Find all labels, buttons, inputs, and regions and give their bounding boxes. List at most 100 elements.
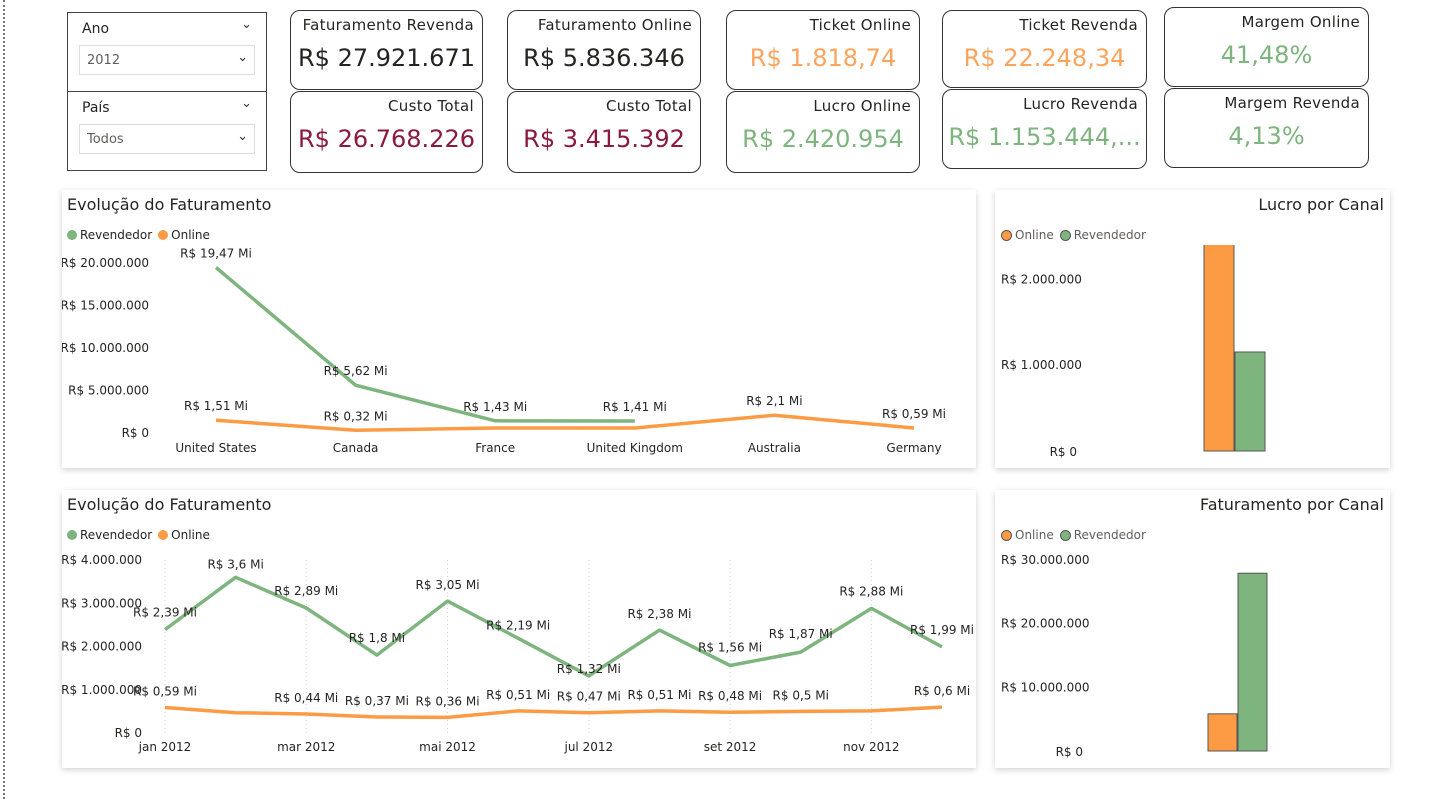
data-label: R$ 0,47 Mi <box>557 690 621 704</box>
chevron-down-icon[interactable]: ⌄ <box>241 17 252 32</box>
bar-revendedor[interactable] <box>1234 351 1266 452</box>
series-line-revendedor[interactable] <box>163 575 943 678</box>
data-label: R$ 1,8 Mi <box>349 631 405 645</box>
card-lucro-revenda: Lucro Revenda R$ 1.153.444,... <box>942 89 1147 169</box>
data-label: R$ 0,44 Mi <box>274 691 338 705</box>
data-label: R$ 2,19 Mi <box>486 618 550 632</box>
card-label: Lucro Revenda <box>1023 95 1138 113</box>
y-tick-label: R$ 4.000.000 <box>62 553 142 567</box>
legend-item-online[interactable]: Online <box>1001 228 1054 242</box>
card-margem-revenda: Margem Revenda 4,13% <box>1164 88 1369 168</box>
slicer-pais-dropdown[interactable]: Todos ⌄ <box>79 124 255 154</box>
x-tick-label: Australia <box>748 441 801 455</box>
series-line-online[interactable] <box>215 413 915 433</box>
y-tick-label: R$ 2.000.000 <box>1001 272 1082 286</box>
data-label: R$ 1,51 Mi <box>184 399 248 413</box>
x-tick-label: nov 2012 <box>843 740 899 754</box>
bar-chart-faturamento-canal[interactable]: R$ 0 R$ 10.000.000 R$ 20.000.000 R$ 30.000.… <box>995 545 1390 768</box>
bar-chart-lucro-canal[interactable]: R$ 0 R$ 1.000.000 R$ 2.000.000 <box>995 245 1390 468</box>
y-tick-label: R$ 20.000.000 <box>62 256 149 270</box>
bar-online[interactable] <box>1203 245 1235 452</box>
legend-faturamento-canal: Online Revendedor <box>1001 528 1152 542</box>
y-tick-label: R$ 0 <box>115 726 142 740</box>
chart-title-faturamento-canal: Faturamento por Canal <box>1199 495 1384 514</box>
chevron-down-icon[interactable]: ⌄ <box>241 96 252 111</box>
x-tick-label: mai 2012 <box>419 740 476 754</box>
series-line-online[interactable] <box>164 705 943 720</box>
data-label: R$ 2,89 Mi <box>274 584 338 598</box>
data-label: R$ 3,6 Mi <box>207 557 263 571</box>
data-label: R$ 1,87 Mi <box>769 627 833 641</box>
card-custo-total-revenda: Custo Total R$ 26.768.226 <box>290 91 483 173</box>
chart-title-lucro-canal: Lucro por Canal <box>1258 195 1384 214</box>
card-value: R$ 1.153.444,... <box>948 123 1141 151</box>
card-value: 41,48% <box>1220 41 1313 69</box>
x-tick-label: United Kingdom <box>587 441 683 455</box>
slicer-ano-dropdown[interactable]: 2012 ⌄ <box>79 45 255 75</box>
card-custo-total-online: Custo Total R$ 3.415.392 <box>507 91 701 173</box>
card-value: 4,13% <box>1228 122 1305 150</box>
legend-item-online[interactable]: Online <box>1001 528 1054 542</box>
card-value: R$ 2.420.954 <box>742 125 904 153</box>
x-tick-label: France <box>475 441 515 455</box>
y-tick-label: R$ 15.000.000 <box>62 299 149 313</box>
data-label: R$ 2,38 Mi <box>627 607 691 621</box>
y-tick-label: R$ 10.000.000 <box>62 341 149 355</box>
chart-title-evolucao-mes: Evolução do Faturamento <box>67 495 272 514</box>
card-lucro-online: Lucro Online R$ 2.420.954 <box>726 91 920 173</box>
chevron-down-icon[interactable]: ⌄ <box>237 129 248 144</box>
data-label: R$ 0,59 Mi <box>882 407 946 421</box>
x-tick-label: jan 2012 <box>138 740 192 754</box>
bar-online[interactable] <box>1207 713 1238 752</box>
panel-evolucao-mes <box>62 490 976 768</box>
data-label: R$ 0,36 Mi <box>416 694 480 708</box>
y-tick-label: R$ 0 <box>122 426 149 440</box>
card-value: R$ 27.921.671 <box>298 44 475 72</box>
slicer-ano-value: 2012 <box>87 53 121 68</box>
line-chart-evolucao-mes[interactable]: R$ 0 R$ 1.000.000 R$ 2.000.000 R$ 3.000.000… <box>62 545 976 768</box>
x-tick-label: jul 2012 <box>563 740 613 754</box>
slicer-pais[interactable]: País ⌄ Todos ⌄ <box>67 91 267 171</box>
legend-item-revendedor[interactable]: Revendedor <box>1059 228 1146 242</box>
data-label: R$ 0,6 Mi <box>914 684 970 698</box>
card-label: Margem Online <box>1241 13 1360 31</box>
x-tick-label: Germany <box>886 441 941 455</box>
x-tick-label: mar 2012 <box>277 740 335 754</box>
data-label: R$ 5,62 Mi <box>324 364 388 378</box>
card-value: R$ 5.836.346 <box>523 44 685 72</box>
y-tick-label: R$ 1.000.000 <box>62 683 142 697</box>
card-label: Faturamento Online <box>537 16 692 34</box>
data-label: R$ 19,47 Mi <box>180 247 252 261</box>
card-label: Custo Total <box>606 97 692 115</box>
data-label: R$ 3,05 Mi <box>416 578 480 592</box>
x-tick-label: Canada <box>333 441 379 455</box>
line-chart-evolucao-pais[interactable]: R$ 0 R$ 5.000.000 R$ 10.000.000 R$ 15.000.0… <box>62 245 976 468</box>
slicer-ano[interactable]: Ano ⌄ 2012 ⌄ <box>67 12 267 92</box>
data-label: R$ 1,56 Mi <box>698 641 762 655</box>
card-value: R$ 26.768.226 <box>298 125 475 153</box>
series-line-revendedor[interactable] <box>214 266 635 423</box>
data-label: R$ 2,39 Mi <box>133 606 197 620</box>
y-tick-label: R$ 30.000.000 <box>1001 553 1090 567</box>
slicer-ano-title: Ano <box>82 21 110 37</box>
legend-item-revendedor[interactable]: Revendedor <box>67 228 152 242</box>
legend-item-online[interactable]: Online <box>158 228 210 242</box>
card-label: Faturamento Revenda <box>302 16 474 34</box>
card-faturamento-revenda: Faturamento Revenda R$ 27.921.671 <box>290 10 483 90</box>
y-tick-label: R$ 0 <box>1056 745 1083 759</box>
y-tick-label: R$ 10.000.000 <box>1001 680 1090 694</box>
data-label: R$ 0,59 Mi <box>133 684 197 698</box>
legend-item-revendedor[interactable]: Revendedor <box>1059 528 1146 542</box>
y-tick-label: R$ 1.000.000 <box>1001 358 1082 372</box>
card-label: Custo Total <box>388 97 474 115</box>
legend-evolucao-mes: Revendedor Online <box>67 528 216 542</box>
chevron-down-icon[interactable]: ⌄ <box>237 50 248 65</box>
data-label: R$ 0,32 Mi <box>324 409 388 423</box>
bar-revendedor[interactable] <box>1237 572 1268 752</box>
card-label: Margem Revenda <box>1224 94 1360 112</box>
data-label: R$ 0,5 Mi <box>773 688 829 702</box>
legend-item-revendedor[interactable]: Revendedor <box>67 528 152 542</box>
data-label: R$ 0,51 Mi <box>486 688 550 702</box>
y-tick-label: R$ 5.000.000 <box>68 384 149 398</box>
legend-item-online[interactable]: Online <box>158 528 210 542</box>
